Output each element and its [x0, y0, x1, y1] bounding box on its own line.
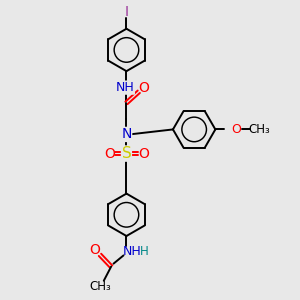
Text: N: N — [121, 128, 132, 141]
Text: O: O — [138, 147, 149, 160]
Text: H: H — [140, 245, 148, 258]
Text: S: S — [122, 146, 131, 161]
Text: NH: NH — [122, 245, 141, 258]
Text: I: I — [124, 5, 128, 19]
Text: O: O — [104, 147, 115, 160]
Text: NH: NH — [116, 81, 134, 94]
Text: CH₃: CH₃ — [89, 280, 111, 293]
Text: O: O — [89, 243, 100, 257]
Text: O: O — [139, 81, 150, 94]
Text: O: O — [232, 123, 242, 136]
Text: CH₃: CH₃ — [248, 123, 270, 136]
